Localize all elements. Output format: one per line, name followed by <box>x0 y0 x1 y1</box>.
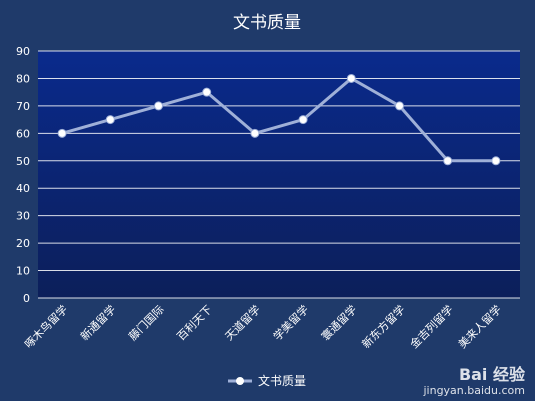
legend-swatch-marker <box>236 377 244 385</box>
y-axis-ticks: 0 10 20 30 40 50 60 70 80 90 <box>16 45 30 305</box>
y-tick-label-90: 90 <box>16 45 30 58</box>
data-point-7 <box>395 101 404 111</box>
legend-label: 文书质量 <box>258 373 306 388</box>
y-tick-label-60: 60 <box>16 127 30 140</box>
grid-lines <box>38 50 520 299</box>
watermark-url: jingyan.baidu.com <box>423 383 525 397</box>
watermark-logo: Bai 经验 <box>458 364 525 384</box>
y-tick-label-10: 10 <box>16 265 30 278</box>
chart-title: 文书质量 <box>233 13 301 33</box>
data-point-8 <box>443 156 453 166</box>
y-tick-label-40: 40 <box>16 182 30 195</box>
data-point-6 <box>346 73 356 83</box>
data-point-3 <box>202 87 212 97</box>
data-point-2 <box>154 101 163 111</box>
y-tick-label-80: 80 <box>16 72 30 85</box>
y-tick-label-50: 50 <box>16 155 30 168</box>
y-tick-label-70: 70 <box>16 100 30 113</box>
legend: 文书质量 <box>228 373 306 388</box>
y-tick-label-0: 0 <box>23 292 30 305</box>
data-point-5 <box>298 115 308 125</box>
watermark: Bai 经验 jingyan.baidu.com <box>423 365 525 397</box>
y-tick-label-30: 30 <box>16 210 30 223</box>
series-group <box>57 73 501 166</box>
data-point-1 <box>105 115 115 125</box>
data-point-4 <box>250 128 260 138</box>
y-tick-label-20: 20 <box>16 237 30 250</box>
plot-area <box>38 51 520 298</box>
data-point-9 <box>491 156 501 166</box>
data-point-0 <box>57 128 67 138</box>
series-line-0 <box>61 76 496 163</box>
